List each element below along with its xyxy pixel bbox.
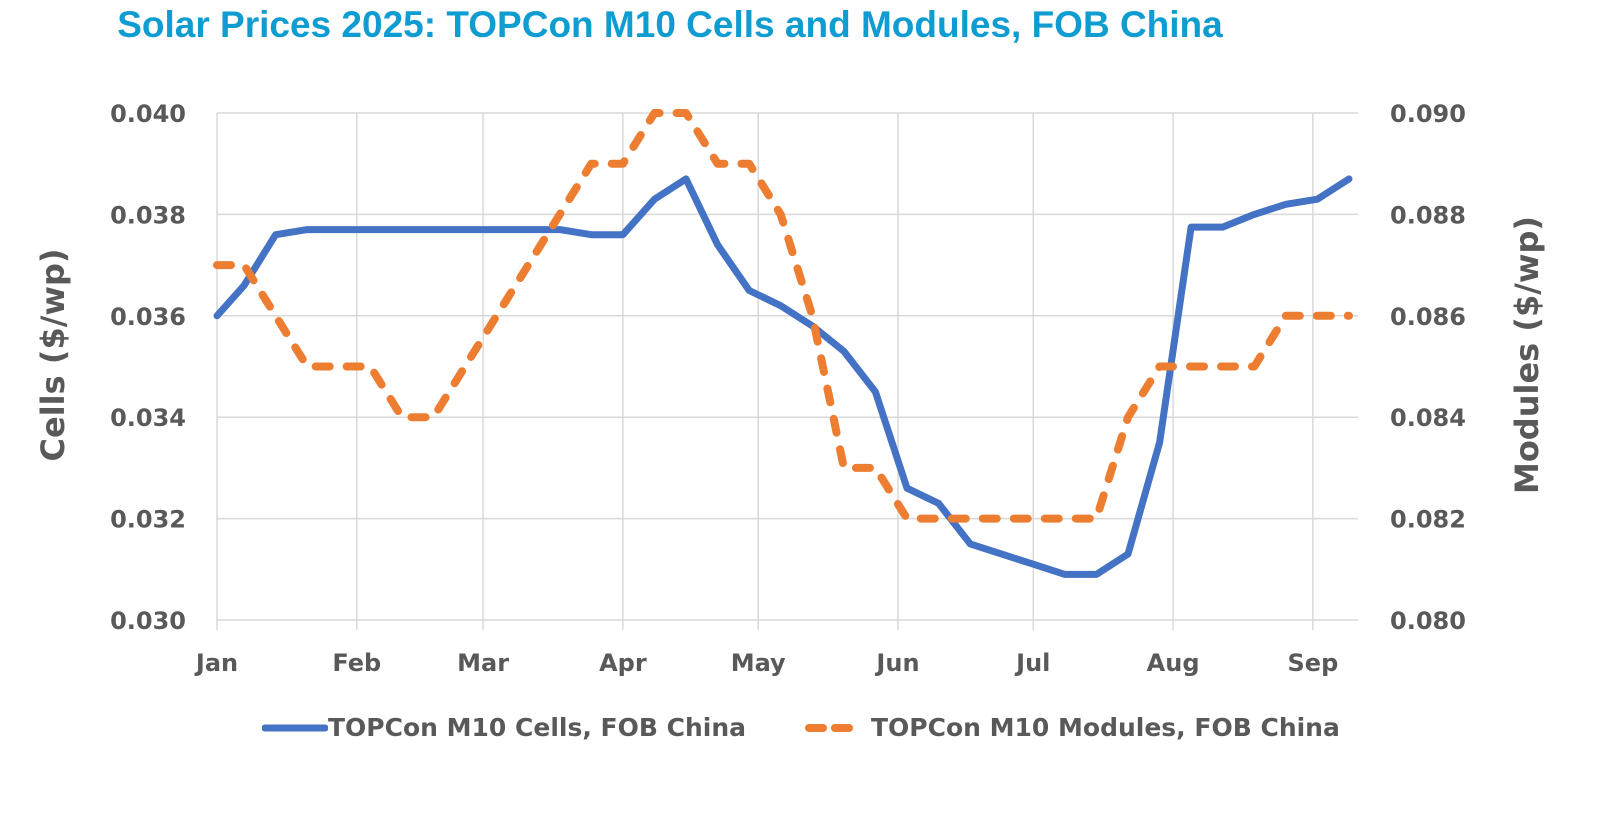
legend-swatch-cells: [262, 724, 328, 731]
legend-item-cells: TOPCon M10 Cells, FOB China: [262, 713, 746, 742]
x-tick-label-may: May: [731, 649, 786, 677]
right-axis-ticks: 0.080 0.082 0.084 0.086 0.088 0.090: [1390, 100, 1466, 635]
right-tick-label: 0.082: [1390, 506, 1466, 534]
x-tick-label-jul: Jul: [1014, 649, 1050, 677]
x-tick-label-jun: Jun: [874, 649, 919, 677]
series-line-modules: [213, 109, 1353, 523]
x-tick-label-aug: Aug: [1147, 649, 1200, 677]
chart-title: Solar Prices 2025: TOPCon M10 Cells and …: [117, 4, 1223, 45]
legend-label-modules: TOPCon M10 Modules, FOB China: [871, 713, 1340, 742]
x-tick-label-sep: Sep: [1288, 649, 1339, 677]
x-tick-label-jan: Jan: [194, 649, 238, 677]
right-tick-label: 0.090: [1390, 100, 1466, 128]
left-axis-title: Cells ($/wp): [34, 249, 72, 462]
right-tick-label: 0.086: [1390, 303, 1466, 331]
legend-swatch-modules: [805, 723, 865, 732]
left-tick-label: 0.034: [110, 404, 186, 432]
series-line-cells: [213, 175, 1353, 578]
left-axis-ticks: 0.030 0.032 0.034 0.036 0.038 0.040: [110, 100, 186, 635]
right-tick-label: 0.088: [1390, 201, 1466, 229]
legend: TOPCon M10 Cells, FOB China TOPCon M10 M…: [0, 713, 1600, 753]
right-tick-label: 0.080: [1390, 607, 1466, 635]
left-tick-label: 0.030: [110, 607, 186, 635]
right-axis-title: Modules ($/wp): [1508, 216, 1546, 494]
legend-item-modules: TOPCon M10 Modules, FOB China: [805, 713, 1340, 742]
x-tick-label-feb: Feb: [332, 649, 381, 677]
legend-label-cells: TOPCon M10 Cells, FOB China: [328, 713, 747, 742]
left-tick-label: 0.036: [110, 303, 186, 331]
left-tick-label: 0.032: [110, 506, 186, 534]
right-tick-label: 0.084: [1390, 404, 1466, 432]
x-tick-label-mar: Mar: [457, 649, 509, 677]
left-tick-label: 0.038: [110, 201, 186, 229]
series-lines: [213, 109, 1353, 578]
left-tick-label: 0.040: [110, 100, 186, 128]
x-axis-ticks: Jan Feb Mar Apr May Jun Jul Aug Sep: [194, 649, 1338, 677]
gridlines: [216, 112, 1358, 630]
x-tick-label-apr: Apr: [599, 649, 647, 677]
